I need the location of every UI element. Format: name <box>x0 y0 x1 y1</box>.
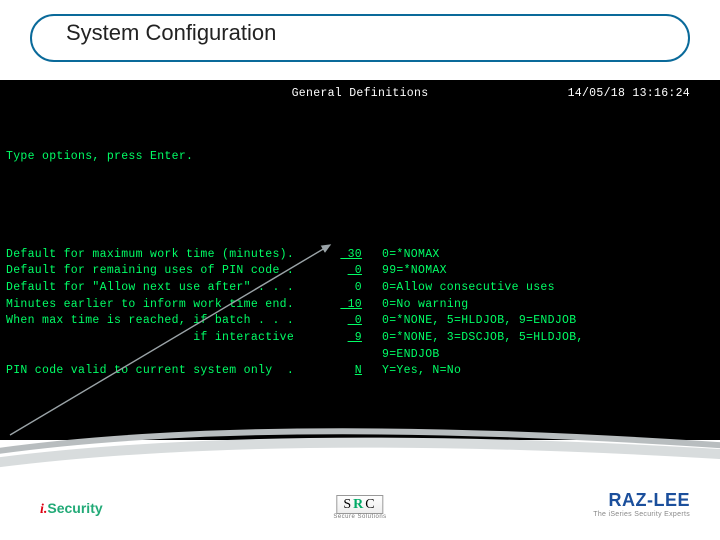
field-label: Default for "Allow next use after" . . . <box>6 280 306 297</box>
screen-title: General Definitions <box>292 86 429 103</box>
field-row: Default for maximum work time (minutes).… <box>6 247 714 264</box>
field-value[interactable]: 10 <box>306 297 370 314</box>
isecurity-logo: i.Security <box>40 500 103 518</box>
field-row: Default for remaining uses of PIN code .… <box>6 263 714 280</box>
razlee-logo: RAZ-LEE The iSeries Security Experts <box>593 490 690 518</box>
field-help: 9=ENDJOB <box>370 347 714 364</box>
field-value <box>306 347 370 364</box>
src-logo-sub: Secure Solutions <box>333 514 386 520</box>
field-label: Default for maximum work time (minutes). <box>6 247 306 264</box>
field-label: if interactive <box>6 330 306 347</box>
field-help: 0=No warning <box>370 297 714 314</box>
field-value[interactable]: 0 <box>306 313 370 330</box>
field-value[interactable]: 0 <box>306 280 370 297</box>
field-value[interactable]: 0 <box>306 263 370 280</box>
screen-timestamp: 14/05/18 13:16:24 <box>568 86 690 103</box>
field-row: PIN code valid to current system only .N… <box>6 363 714 380</box>
slide-root: System Configuration General Definitions… <box>0 0 720 540</box>
razlee-logo-name: RAZ-LEE <box>609 490 691 510</box>
field-help: 99=*NOMAX <box>370 263 714 280</box>
footer: i.Security SRC Secure Solutions RAZ-LEE … <box>0 476 720 526</box>
field-row: if interactive 90=*NONE, 3=DSCJOB, 5=HLD… <box>6 330 714 347</box>
instruction-line: Type options, press Enter. <box>6 149 714 166</box>
razlee-logo-sub: The iSeries Security Experts <box>593 511 690 518</box>
field-help: 0=*NONE, 3=DSCJOB, 5=HLDJOB, <box>370 330 714 347</box>
slide-title: System Configuration <box>66 20 276 46</box>
field-value[interactable]: N <box>306 363 370 380</box>
field-value[interactable]: 9 <box>306 330 370 347</box>
terminal-body: Type options, press Enter. Default for m… <box>6 116 714 440</box>
field-row: Minutes earlier to inform work time end.… <box>6 297 714 314</box>
field-list: Default for maximum work time (minutes).… <box>6 247 714 380</box>
field-help: 0=*NOMAX <box>370 247 714 264</box>
field-row: When max time is reached, if batch . . .… <box>6 313 714 330</box>
field-row: 9=ENDJOB <box>6 347 714 364</box>
field-label <box>6 347 306 364</box>
terminal-screen: General Definitions 14/05/18 13:16:24 Ty… <box>0 80 720 440</box>
field-help: Y=Yes, N=No <box>370 363 714 380</box>
field-help: 0=Allow consecutive uses <box>370 280 714 297</box>
src-logo: SRC Secure Solutions <box>333 495 386 520</box>
field-row: Default for "Allow next use after" . . .… <box>6 280 714 297</box>
field-help: 0=*NONE, 5=HLDJOB, 9=ENDJOB <box>370 313 714 330</box>
isecurity-logo-part2: Security <box>47 500 102 516</box>
field-value[interactable]: 30 <box>306 247 370 264</box>
field-label: PIN code valid to current system only . <box>6 363 306 380</box>
field-label: Minutes earlier to inform work time end. <box>6 297 306 314</box>
field-label: When max time is reached, if batch . . . <box>6 313 306 330</box>
field-label: Default for remaining uses of PIN code . <box>6 263 306 280</box>
